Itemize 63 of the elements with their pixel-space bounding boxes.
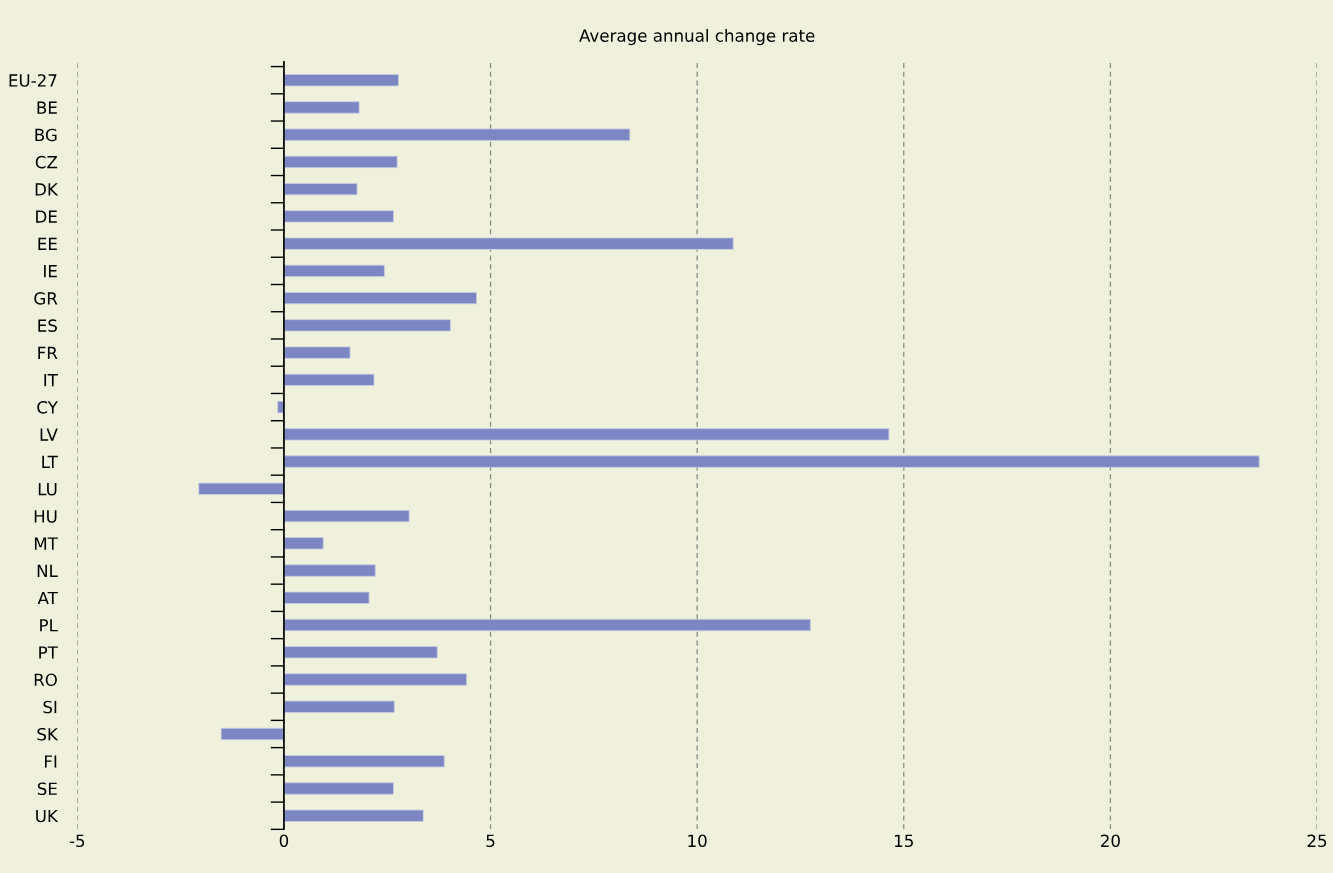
y-tick-label: FI (45, 755, 57, 768)
y-tick-label: GR (34, 292, 58, 305)
bar (283, 673, 467, 686)
y-tick-label: FR (38, 346, 58, 359)
y-tick-label: BE (37, 101, 57, 114)
bar (283, 809, 424, 822)
y-tick-label: RO (34, 673, 57, 687)
y-tick-label: DE (36, 210, 57, 223)
y-tick-label: UK (36, 809, 59, 823)
x-tick-label: 15 (895, 834, 913, 848)
bar (283, 101, 360, 114)
bar (283, 319, 451, 332)
y-tick-label: PL (40, 619, 58, 632)
y-tick-label: SK (37, 727, 59, 741)
y-tick-label: HU (34, 510, 57, 523)
x-tick-label: 25 (1307, 834, 1327, 848)
bar (198, 482, 285, 495)
bar (283, 755, 445, 768)
y-tick-label: CY (37, 401, 58, 414)
y-tick-label: LU (38, 483, 57, 496)
bar (283, 455, 1260, 468)
x-tick-label: -5 (69, 834, 85, 848)
y-tick-label: EE (38, 237, 57, 250)
bar (283, 237, 734, 250)
y-tick-label: MT (34, 537, 58, 550)
y-tick-label: CZ (35, 155, 58, 169)
bar (283, 591, 370, 604)
y-tick-label: SE (37, 782, 57, 796)
y-tick-label: SI (43, 700, 57, 714)
bar (283, 428, 890, 441)
chart-title: Average annual change rate (579, 29, 815, 46)
bar (283, 700, 395, 713)
bar (283, 264, 385, 278)
bar (283, 646, 438, 659)
y-tick-label: LV (40, 428, 58, 441)
bar (283, 74, 399, 87)
bar (283, 128, 631, 141)
y-tick-label: AT (37, 591, 58, 605)
bar (283, 183, 358, 196)
y-tick-label: IE (44, 265, 57, 278)
bar (283, 509, 410, 523)
bar (283, 564, 376, 577)
bar (283, 210, 394, 223)
y-tick-label: IT (44, 374, 58, 387)
bar (283, 291, 477, 305)
y-tick-label: ES (38, 319, 57, 332)
bar (283, 782, 394, 795)
bar (283, 373, 375, 386)
y-tick-label: LT (42, 455, 58, 468)
bar (283, 537, 324, 550)
y-tick-label: NL (37, 564, 58, 577)
y-tick-label: DK (35, 183, 59, 196)
x-tick-label: 5 (486, 834, 495, 848)
bar (283, 346, 351, 359)
x-tick-label: 0 (279, 834, 289, 848)
y-tick-label: EU-27 (9, 74, 57, 87)
bar (220, 727, 285, 741)
x-tick-label: 20 (1101, 834, 1120, 848)
bar (283, 155, 398, 169)
bar (283, 618, 811, 632)
x-tick-label: 10 (688, 834, 707, 848)
y-tick-label: PT (39, 646, 58, 659)
y-tick-label: BG (35, 128, 57, 142)
